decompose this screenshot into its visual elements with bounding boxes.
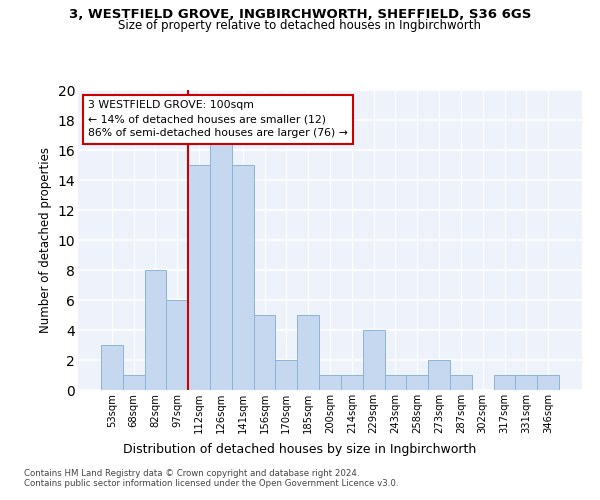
- Text: Distribution of detached houses by size in Ingbirchworth: Distribution of detached houses by size …: [124, 442, 476, 456]
- Bar: [166, 300, 188, 390]
- Bar: [537, 375, 559, 390]
- Bar: [145, 270, 166, 390]
- Bar: [232, 165, 254, 390]
- Bar: [275, 360, 297, 390]
- Text: Contains HM Land Registry data © Crown copyright and database right 2024.: Contains HM Land Registry data © Crown c…: [24, 468, 359, 477]
- Bar: [210, 135, 232, 390]
- Bar: [319, 375, 341, 390]
- Text: 3 WESTFIELD GROVE: 100sqm
← 14% of detached houses are smaller (12)
86% of semi-: 3 WESTFIELD GROVE: 100sqm ← 14% of detac…: [88, 100, 348, 138]
- Bar: [363, 330, 385, 390]
- Text: 3, WESTFIELD GROVE, INGBIRCHWORTH, SHEFFIELD, S36 6GS: 3, WESTFIELD GROVE, INGBIRCHWORTH, SHEFF…: [69, 8, 531, 20]
- Bar: [101, 345, 123, 390]
- Bar: [188, 165, 210, 390]
- Bar: [428, 360, 450, 390]
- Bar: [406, 375, 428, 390]
- Y-axis label: Number of detached properties: Number of detached properties: [39, 147, 52, 333]
- Bar: [254, 315, 275, 390]
- Bar: [494, 375, 515, 390]
- Text: Size of property relative to detached houses in Ingbirchworth: Size of property relative to detached ho…: [119, 18, 482, 32]
- Bar: [123, 375, 145, 390]
- Bar: [450, 375, 472, 390]
- Text: Contains public sector information licensed under the Open Government Licence v3: Contains public sector information licen…: [24, 478, 398, 488]
- Bar: [515, 375, 537, 390]
- Bar: [341, 375, 363, 390]
- Bar: [297, 315, 319, 390]
- Bar: [385, 375, 406, 390]
